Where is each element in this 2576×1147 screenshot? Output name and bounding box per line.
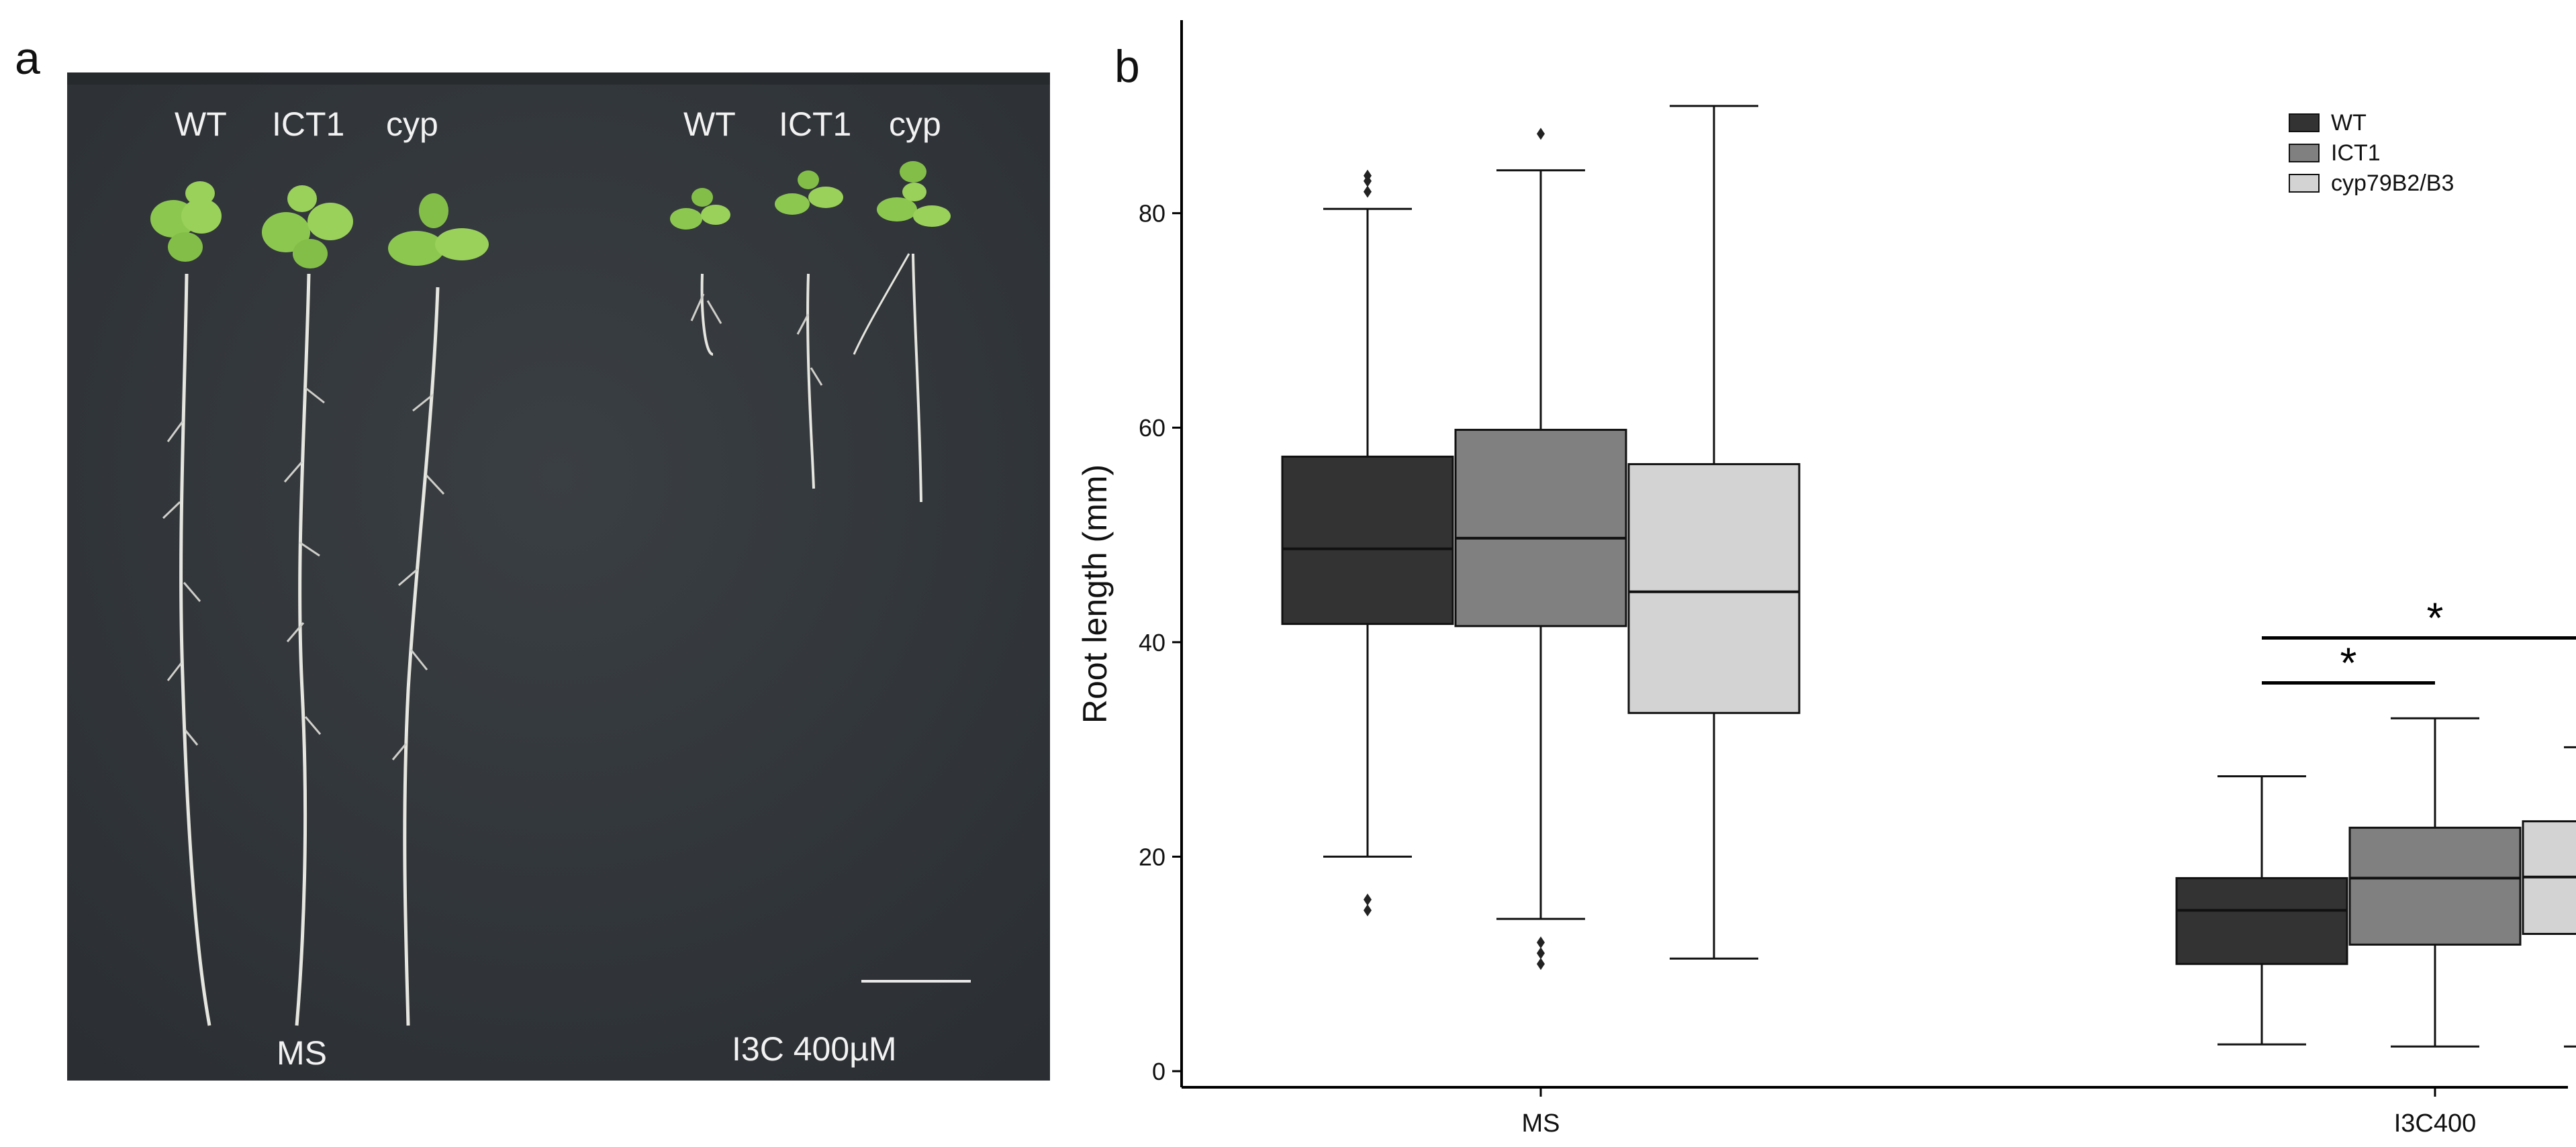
- box-body: [1454, 428, 1627, 628]
- significance-star: *: [2340, 639, 2357, 687]
- box-ICT1-I3C400: [2348, 717, 2522, 1048]
- box-cyp79B2/B3-MS: [1627, 105, 1801, 960]
- chart-boxes: [1281, 105, 2576, 1048]
- y-tick-label: 60: [1139, 414, 1165, 442]
- scale-bar: [861, 980, 971, 983]
- x-tick-label: MS: [1522, 1109, 1560, 1138]
- panel-a-letter: a: [15, 33, 40, 84]
- seedling-i3c-wt: [670, 188, 730, 356]
- seedling-ms-cyp: [388, 193, 489, 1026]
- outlier-point: [1364, 893, 1372, 906]
- box-cyp79B2/B3-I3C400: [2522, 746, 2576, 1048]
- photo-label-i3c-cyp: cyp: [889, 105, 941, 143]
- box-body: [1281, 455, 1454, 626]
- y-tick-label: 80: [1139, 200, 1165, 228]
- photo-label-i3c-wt: WT: [683, 105, 736, 143]
- legend-swatch-ICT1: [2289, 144, 2320, 162]
- legend-label-WT: WT: [2331, 110, 2367, 136]
- y-tick-label: 20: [1139, 843, 1165, 870]
- outlier-point: [1364, 904, 1372, 917]
- y-axis-label: Root length (mm): [1076, 464, 1114, 724]
- panel-b-letter: b: [1114, 41, 1140, 92]
- outlier-point: [1537, 958, 1545, 970]
- seedling-i3c-ict1: [775, 170, 843, 489]
- photo-label-ms-ict1: ICT1: [272, 105, 345, 143]
- photo-label-ms-wt: WT: [175, 105, 227, 143]
- seedling-ms-wt: [150, 181, 222, 1026]
- chart-legend: WT ICT1 cyp79B2/B3: [2289, 110, 2454, 196]
- condition-label-i3c: I3C 400µM: [732, 1030, 897, 1068]
- condition-label-ms: MS: [277, 1034, 327, 1072]
- legend-swatch-cyp79B2/B3: [2289, 174, 2320, 193]
- seedling-drawing: [67, 72, 1050, 1081]
- outlier-point: [1364, 185, 1372, 198]
- photo-label-i3c-ict1: ICT1: [779, 105, 852, 143]
- plate-background: [67, 72, 1050, 1081]
- significance-star: *: [2427, 593, 2444, 642]
- y-tick-label: 0: [1152, 1058, 1165, 1085]
- box-body: [2348, 826, 2522, 946]
- legend-label-cyp79B2/B3: cyp79B2/B3: [2331, 170, 2454, 196]
- box-WT-MS: [1281, 169, 1454, 917]
- box-body: [2175, 877, 2348, 965]
- seedling-i3c-cyp: [853, 161, 951, 503]
- y-tick-label: 40: [1139, 629, 1165, 656]
- outlier-point: [1537, 128, 1545, 140]
- seedling-photo: WT ICT1 cyp WT ICT1 cyp MS I3C 400µM: [67, 72, 1050, 1081]
- chart-axes: 0 20 40 60 80 Root length (mm) MS I3C400: [1076, 20, 2568, 1138]
- outlier-point: [1537, 936, 1545, 949]
- box-ICT1-MS: [1454, 128, 1627, 970]
- chart-annotations: **: [2262, 593, 2576, 687]
- legend-swatch-WT: [2289, 113, 2320, 132]
- seedling-ms-ict1: [262, 185, 353, 1026]
- outlier-point: [1364, 174, 1372, 187]
- box-body: [1627, 463, 1801, 714]
- outlier-point: [1537, 947, 1545, 960]
- legend-label-ICT1: ICT1: [2331, 140, 2381, 166]
- x-tick-label: I3C400: [2394, 1109, 2477, 1138]
- box-WT-I3C400: [2175, 775, 2348, 1046]
- photo-label-ms-cyp: cyp: [386, 105, 438, 143]
